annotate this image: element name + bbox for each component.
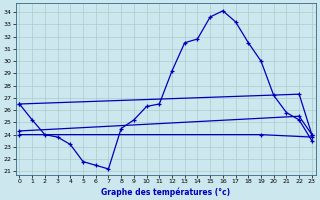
X-axis label: Graphe des températures (°c): Graphe des températures (°c)	[101, 187, 230, 197]
